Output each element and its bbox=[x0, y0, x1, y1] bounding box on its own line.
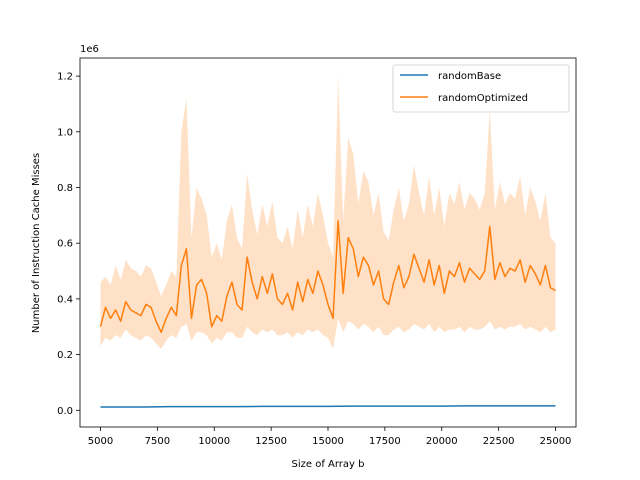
series-line-randomBase bbox=[100, 405, 556, 408]
x-tick-label: 17500 bbox=[369, 436, 401, 447]
x-tick-label: 12500 bbox=[255, 436, 287, 447]
x-tick-label: 10000 bbox=[198, 436, 230, 447]
legend-label-randomOptimized: randomOptimized bbox=[438, 93, 528, 104]
y-offset-label: 1e6 bbox=[80, 44, 99, 55]
x-tick-label: 15000 bbox=[312, 436, 344, 447]
legend: randomBase randomOptimized bbox=[392, 64, 570, 113]
legend-box bbox=[392, 64, 570, 113]
y-tick-label: 0.8 bbox=[57, 183, 73, 194]
x-tick-label: 25000 bbox=[540, 436, 572, 447]
y-tick-label: 0.0 bbox=[57, 406, 73, 417]
plot-area bbox=[79, 57, 577, 428]
y-axis-label: Number of Instruction Cache Misses bbox=[31, 153, 42, 333]
x-tick-label: 5000 bbox=[88, 436, 113, 447]
y-tick-label: 0.6 bbox=[57, 239, 73, 250]
y-tick-label: 0.2 bbox=[57, 350, 73, 361]
series-line-randomOptimized bbox=[99, 220, 556, 334]
y-axis-ticks: 0.0 0.2 0.4 0.6 0.8 1.0 1.2 bbox=[57, 72, 80, 417]
x-axis-ticks: 5000 7500 10000 12500 15000 17500 20000 22500 25… bbox=[88, 427, 572, 447]
y-tick-label: 1.0 bbox=[57, 127, 73, 138]
x-tick-label: 20000 bbox=[426, 436, 458, 447]
y-tick-label: 0.4 bbox=[57, 294, 73, 305]
x-axis-label: Size of Array b bbox=[292, 459, 365, 470]
x-tick-label: 7500 bbox=[145, 436, 170, 447]
series-line-layer bbox=[99, 220, 556, 408]
x-tick-label: 22500 bbox=[483, 436, 515, 447]
legend-label-randomBase: randomBase bbox=[438, 71, 501, 82]
y-tick-label: 1.2 bbox=[57, 72, 73, 83]
